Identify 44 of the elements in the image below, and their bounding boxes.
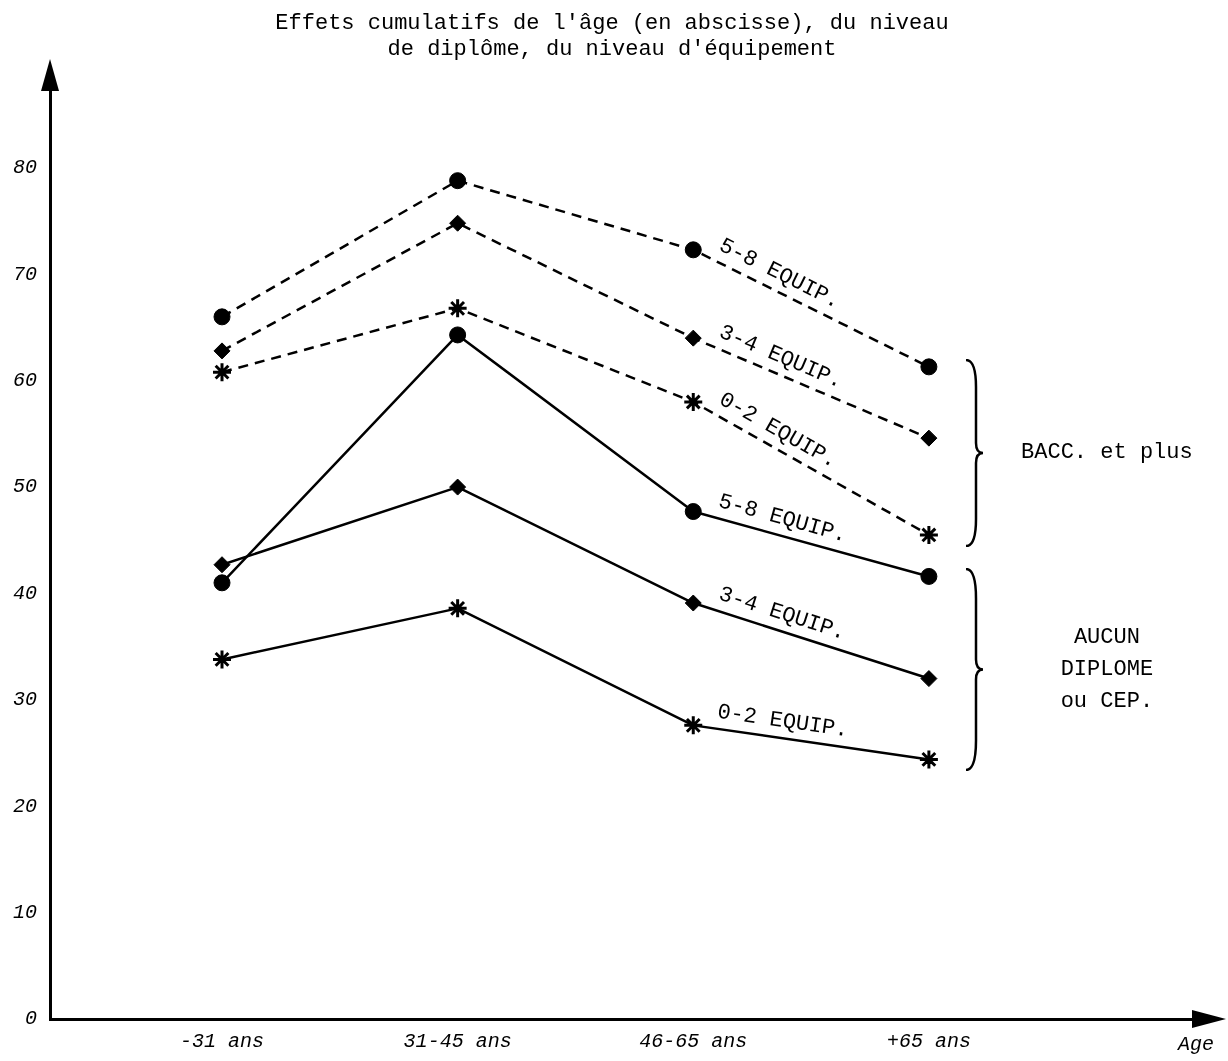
y-tick-label: 60 (12, 368, 37, 392)
point (447, 597, 469, 619)
point (211, 361, 233, 383)
point (684, 594, 702, 612)
point (684, 503, 702, 521)
chart-title: Effets cumulatifs de l'âge (en abscisse), du niveau de diplôme, du niveau d'équipement (275, 11, 949, 63)
annotation: BACC. et plus (1020, 438, 1194, 467)
point (213, 342, 231, 360)
x-tick-label: -31 ans (180, 1030, 265, 1054)
point (920, 429, 938, 447)
y-tick-label: 70 (12, 262, 37, 286)
point (449, 172, 467, 190)
point (449, 214, 467, 232)
x-tick-label: 31-45 ans (403, 1030, 512, 1054)
point (682, 714, 704, 736)
point (211, 648, 233, 670)
point (918, 524, 940, 546)
y-tick-label: 0 (24, 1007, 37, 1031)
point (918, 748, 940, 770)
y-tick-label: 10 (12, 900, 37, 924)
y-tick-label: 80 (12, 156, 37, 180)
y-tick-label: 20 (12, 794, 37, 818)
y-tick-label: 50 (12, 475, 37, 499)
text: 3-4 EQUIP. (715, 581, 849, 647)
point (920, 567, 938, 585)
point (213, 308, 231, 326)
point (920, 358, 938, 376)
text: 0-2 EQUIP. (715, 699, 850, 744)
text: 5-8 EQUIP. (715, 489, 850, 549)
point (213, 574, 231, 592)
point (449, 326, 467, 344)
x-axis-title: Age (1175, 1033, 1214, 1057)
point (684, 241, 702, 259)
point (682, 391, 704, 413)
point (447, 297, 469, 319)
point (213, 556, 231, 574)
y-tick-label: 40 (12, 581, 37, 605)
x-tick-label: +65 ans (886, 1030, 971, 1054)
annotation: AUCUN DIPLOME ou CEP. (1059, 623, 1155, 716)
point (684, 329, 702, 347)
x-tick-label: 46-65 ans (639, 1030, 748, 1054)
point (920, 670, 938, 688)
point (449, 478, 467, 496)
y-tick-label: 30 (12, 688, 37, 712)
